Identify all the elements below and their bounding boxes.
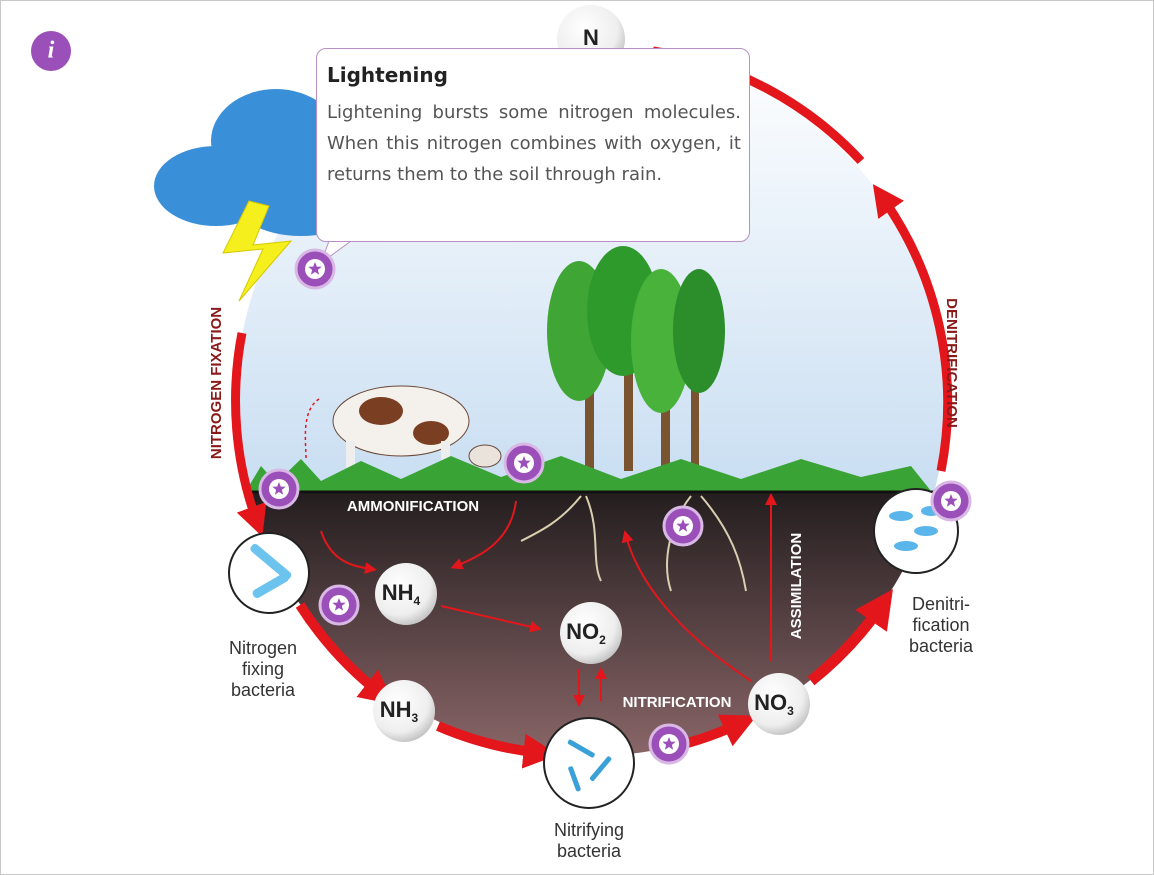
process-label: ASSIMILATION [788,533,805,639]
process-label: NITROGEN FIXATION [208,307,225,459]
hotspot-button[interactable] [320,586,358,624]
compound-main: NH [382,580,414,605]
bacteria-label: fication [912,615,969,635]
compound-main: NO [566,619,599,644]
compound-main: NH [380,697,412,722]
bacteria-label: bacteria [909,636,974,656]
compound-sub: 3 [412,711,419,725]
compound-main: NO [754,690,787,715]
compound-main: N [583,25,599,50]
compound-sub: 2 [599,633,606,647]
bacteria-label: bacteria [231,680,296,700]
hotspot-button[interactable] [296,250,334,288]
process-label: AMMONIFICATION [347,498,479,515]
compound-sub: 4 [414,594,421,608]
bacteria-label: fixing [242,659,284,679]
hotspot-button[interactable] [505,444,543,482]
process-label: NITRIFICATION [623,694,732,711]
process-label: DENITRIFICATION [943,298,960,428]
hotspot-button[interactable] [664,507,702,545]
compound-label: N [583,25,599,50]
bacteria-label: bacteria [557,841,622,861]
hotspot-button[interactable] [650,725,688,763]
tooltip-title: Lightening [327,63,741,87]
tooltip: Lightening Lightening bursts some nitrog… [316,48,750,242]
bacteria-label: Denitri- [912,594,970,614]
hotspot-button[interactable] [932,482,970,520]
hotspot-button[interactable] [260,470,298,508]
compound-sub: 3 [787,704,794,718]
tooltip-body: Lightening bursts some nitrogen molecule… [327,97,741,190]
bacteria-label: Nitrifying [554,820,624,840]
info-icon[interactable]: i [48,38,55,64]
bacteria-label: Nitrogen [229,638,297,658]
page: NITROGEN FIXATION DENITRIFICATION AMMONI… [0,0,1154,875]
